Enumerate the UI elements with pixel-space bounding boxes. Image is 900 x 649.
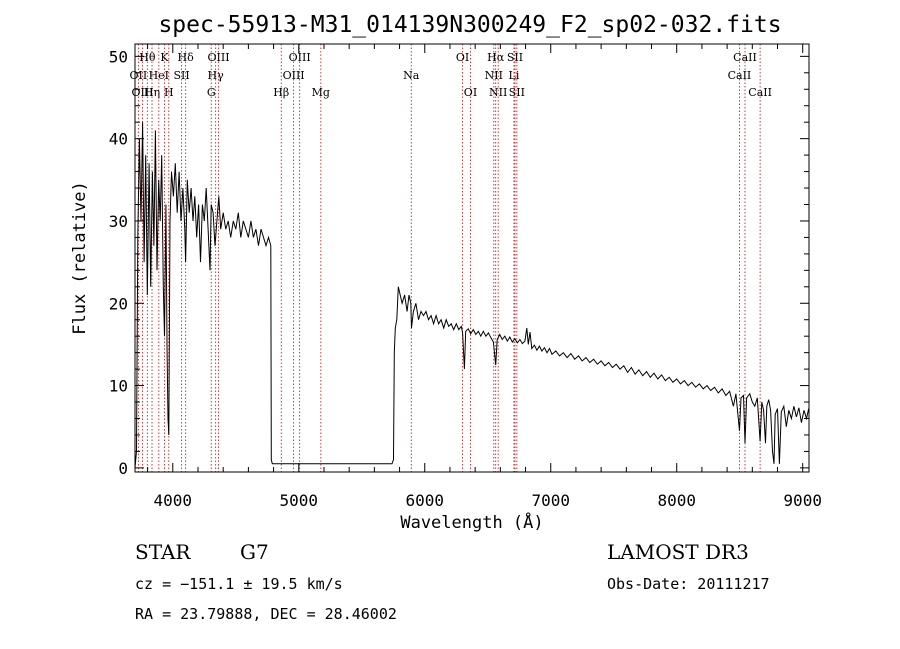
y-tick-label: 50 [109,47,128,66]
x-tick-label: 9000 [783,491,822,510]
spectral-line-label: NII [485,69,503,82]
spectral-line-label: NII [489,86,507,99]
x-axis-label: Wavelength (Å) [400,511,543,533]
x-tick-label: 8000 [657,491,696,510]
y-tick-label: 10 [109,377,128,396]
spectral-line-label: CaII [733,51,757,64]
spectral-line-label: CaII [748,86,772,99]
spectral-line-label: OI [464,86,477,99]
x-tick-label: 6000 [405,491,444,510]
spectral-line-label: CaII [728,69,752,82]
obs-date: Obs-Date: 20111217 [607,575,770,593]
spectral-line-label: SII [507,51,523,64]
object-class: STAR [135,540,191,564]
spectral-line-label: OIII [207,51,229,64]
y-tick-label: 20 [109,294,128,313]
spectral-line-markers [137,44,761,472]
spectral-line-label: Hβ [273,86,289,99]
x-tick-label: 7000 [531,491,570,510]
plot-frame [134,43,810,473]
spectral-line-label: OI [456,51,469,64]
spectral-line-label: Mg [312,86,330,99]
spectral-line-label: Hθ [139,51,156,64]
x-tick-label: 5000 [280,491,319,510]
spectral-line-label: H [164,86,174,99]
object-subclass: G7 [240,540,269,564]
spectral-line-label: Hδ [178,51,195,64]
spectral-line-label: Hγ [208,69,225,82]
spectral-line-label: SII [509,86,525,99]
spectral-line-label: OIII [283,69,305,82]
x-tick-label: 4000 [154,491,193,510]
spectral-line-label: K [160,51,169,64]
y-axis-label: Flux (relative) [70,181,90,335]
spectral-line-label: Na [403,69,420,82]
y-tick-label: 0 [118,459,128,478]
survey-name: LAMOST DR3 [607,540,749,564]
y-axis: 0 10 20 30 40 50 [109,47,809,478]
spectral-line-label: Hη [144,86,160,99]
spectral-line-label: OIII [289,51,311,64]
coordinates: RA = 23.79888, DEC = 28.46002 [135,605,397,623]
spectrum-line [134,122,810,468]
spectral-line-label: HeI [149,69,169,82]
spectral-line-label: Hα [487,51,505,64]
y-tick-label: 30 [109,212,128,231]
spectral-line-label: SII [173,69,189,82]
spectral-line-label: OII [130,69,148,82]
chart-title: spec-55913-M31_014139N300249_F2_sp02-032… [158,12,781,38]
spectral-line-label: G [207,86,216,99]
spectral-line-label: Li [509,69,520,82]
x-axis: 4000 5000 6000 7000 8000 9000 [147,44,822,510]
velocity-readout: cz = −151.1 ± 19.5 km/s [135,575,343,593]
y-tick-label: 40 [109,130,128,149]
